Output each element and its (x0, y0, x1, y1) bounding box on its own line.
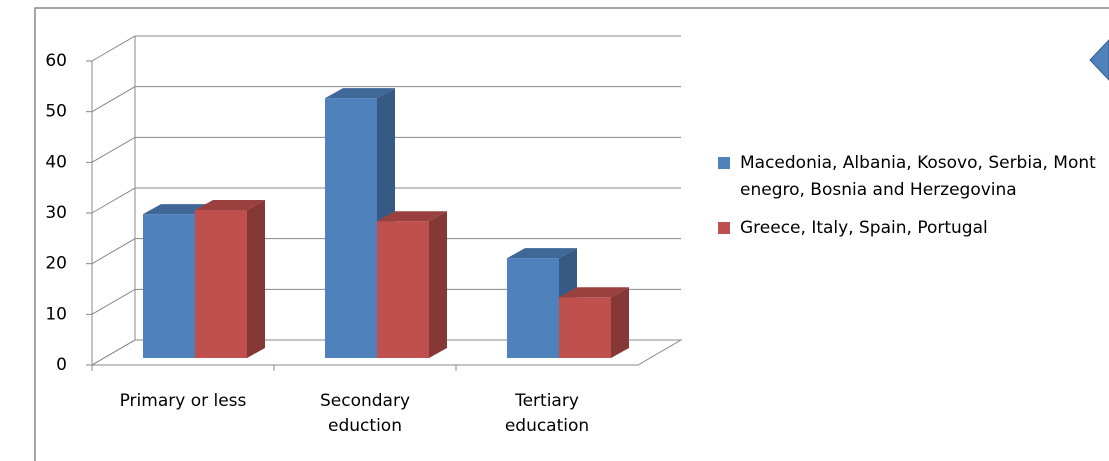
x-tick-label: Tertiary education (504, 391, 590, 436)
bar (377, 211, 447, 358)
legend-label: Greece, Italy, Spain, Portugal (740, 218, 988, 238)
bar-front (195, 210, 247, 358)
grid-line (91, 187, 681, 214)
y-tick-label: 40 (45, 152, 67, 172)
legend-label: Macedonia, Albania, Kosovo, Serbia, Mont… (740, 153, 1096, 200)
bar-front (377, 221, 429, 358)
grid-line (91, 35, 681, 62)
bar-top (559, 287, 629, 298)
bar (195, 200, 265, 358)
y-tick-label: 50 (45, 102, 67, 122)
bar-top (325, 88, 395, 99)
y-tick-label: 20 (45, 254, 67, 274)
legend-item: Macedonia, Albania, Kosovo, Serbia, Mont… (718, 150, 1098, 203)
x-tick-label: Secondary eduction (319, 391, 411, 436)
frame (34, 7, 1109, 461)
y-tick-label: 30 (45, 203, 67, 223)
legend-item: Greece, Italy, Spain, Portugal (718, 215, 1098, 242)
legend-swatch (718, 157, 730, 169)
grid-line (91, 86, 681, 113)
grid-line (91, 238, 681, 265)
bar-side (429, 211, 447, 358)
bar-front (143, 214, 195, 358)
bar-front (559, 297, 611, 358)
legend-swatch (718, 222, 730, 234)
bar-side (247, 200, 265, 358)
bar (559, 287, 629, 358)
grid-line (91, 288, 681, 315)
bar-front (507, 258, 559, 358)
bar-top (195, 200, 265, 211)
grid-line (91, 339, 681, 366)
x-tick-label: Primary or less (119, 391, 247, 411)
bar-side (611, 287, 629, 358)
y-tick-label: 0 (56, 355, 67, 375)
y-tick-label: 60 (45, 51, 67, 71)
bar-top (507, 248, 577, 259)
decoration (1089, 39, 1109, 81)
bar-top (377, 211, 447, 222)
y-tick-label: 10 (45, 304, 67, 324)
legend: Macedonia, Albania, Kosovo, Serbia, Mont… (718, 150, 1098, 254)
bar-front (325, 98, 377, 358)
grid-line (91, 136, 681, 163)
